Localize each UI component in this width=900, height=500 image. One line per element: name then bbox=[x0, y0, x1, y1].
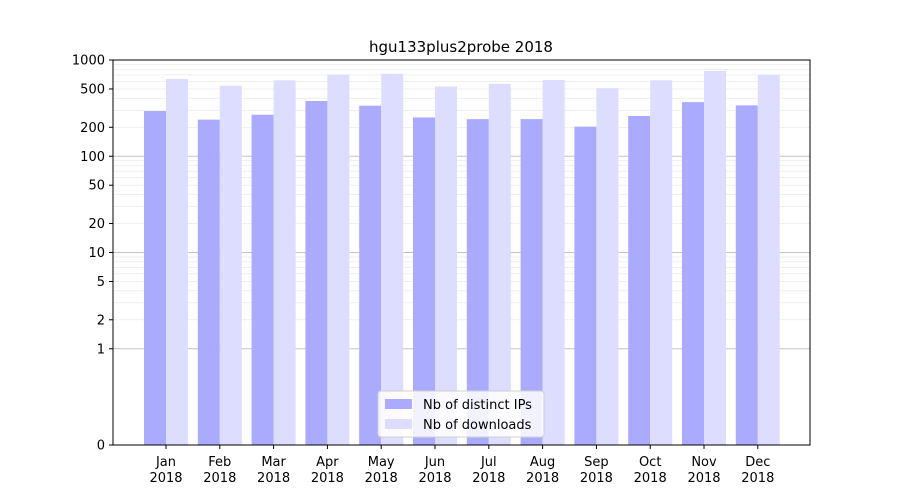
bar-downloads-feb bbox=[219, 85, 242, 445]
chart-title: hgu133plus2probe 2018 bbox=[369, 38, 553, 56]
bar-downloads-mar bbox=[273, 80, 296, 445]
x-tick-label-year: 2018 bbox=[311, 471, 344, 486]
x-tick-label-month: Jan bbox=[155, 455, 176, 470]
x-tick-label-month: Mar bbox=[261, 455, 286, 470]
x-tick-label-year: 2018 bbox=[257, 471, 290, 486]
x-tick-label-month: Dec bbox=[745, 455, 770, 470]
bar-distinct-ips-jun bbox=[413, 117, 435, 445]
x-tick-label-month: Feb bbox=[208, 455, 231, 470]
legend-swatch bbox=[385, 419, 412, 429]
bar-downloads-jun bbox=[435, 86, 457, 445]
bar-distinct-ips-jul bbox=[466, 119, 489, 445]
x-tick-label-month: Nov bbox=[691, 455, 717, 470]
x-tick-label-year: 2018 bbox=[580, 471, 613, 486]
bar-distinct-ips-mar bbox=[251, 114, 274, 446]
x-tick-label-month: Sep bbox=[584, 455, 609, 470]
bar-downloads-dec bbox=[757, 74, 780, 445]
bar-distinct-ips-apr bbox=[305, 100, 328, 446]
x-tick-label-year: 2018 bbox=[472, 471, 505, 486]
bar-downloads-jan bbox=[166, 78, 188, 445]
x-tick-label-year: 2018 bbox=[687, 471, 720, 486]
y-tick-label: 100 bbox=[80, 150, 105, 165]
bar-distinct-ips-aug bbox=[520, 119, 543, 445]
x-tick-label-year: 2018 bbox=[149, 471, 182, 486]
y-tick-label: 10 bbox=[88, 246, 105, 261]
legend-label: Nb of distinct IPs bbox=[423, 398, 532, 413]
y-tick-label: 200 bbox=[80, 121, 105, 136]
bar-downloads-aug bbox=[542, 79, 565, 445]
legend-label: Nb of downloads bbox=[423, 418, 532, 433]
bar-downloads-may bbox=[381, 73, 404, 445]
y-axis-ticks: 0 1 2 5 10 20 50 100 200 500 1000 bbox=[72, 54, 113, 454]
x-tick-label-month: Aug bbox=[530, 455, 555, 470]
bar-distinct-ips-jan bbox=[144, 111, 166, 445]
bar-distinct-ips-nov bbox=[682, 102, 704, 446]
y-tick-label: 20 bbox=[88, 217, 105, 232]
x-tick-label-year: 2018 bbox=[365, 471, 398, 486]
x-tick-label-month: Jul bbox=[480, 455, 497, 470]
x-tick-label-year: 2018 bbox=[526, 471, 559, 486]
bar-downloads-nov bbox=[704, 70, 726, 446]
y-tick-label: 5 bbox=[97, 275, 105, 290]
y-tick-label: 500 bbox=[80, 82, 105, 97]
bar-downloads-oct bbox=[650, 80, 673, 445]
bar-distinct-ips-feb bbox=[197, 119, 220, 446]
plot-frame bbox=[112, 59, 811, 446]
x-tick-label-year: 2018 bbox=[741, 471, 774, 486]
bars bbox=[144, 70, 780, 446]
x-tick-label-year: 2018 bbox=[634, 471, 667, 486]
bar-distinct-ips-sep bbox=[574, 126, 597, 445]
x-tick-label-year: 2018 bbox=[418, 471, 451, 486]
x-tick-label-month: Apr bbox=[316, 455, 339, 470]
x-tick-label-month: May bbox=[368, 455, 395, 470]
bar-distinct-ips-may bbox=[359, 105, 382, 445]
bar-distinct-ips-oct bbox=[628, 115, 651, 446]
x-tick-label-year: 2018 bbox=[203, 471, 236, 486]
x-tick-label-month: Jun bbox=[424, 455, 445, 470]
y-tick-label: 1000 bbox=[72, 54, 105, 69]
bar-distinct-ips-dec bbox=[735, 105, 758, 445]
x-axis-ticks: Jan2018Feb2018Mar2018Apr2018May2018Jun20… bbox=[149, 445, 774, 486]
bar-downloads-jul bbox=[488, 83, 511, 446]
legend: Nb of distinct IPs Nb of downloads bbox=[377, 390, 545, 438]
legend-box bbox=[377, 390, 545, 438]
legend-swatch bbox=[385, 399, 412, 409]
bar-downloads-apr bbox=[327, 74, 350, 445]
bar-downloads-sep bbox=[596, 88, 619, 446]
y-tick-label: 50 bbox=[88, 179, 105, 194]
x-tick-label-month: Oct bbox=[639, 455, 661, 470]
y-tick-label: 2 bbox=[97, 313, 105, 328]
y-tick-label: 0 bbox=[97, 439, 105, 454]
y-tick-label: 1 bbox=[97, 342, 105, 357]
